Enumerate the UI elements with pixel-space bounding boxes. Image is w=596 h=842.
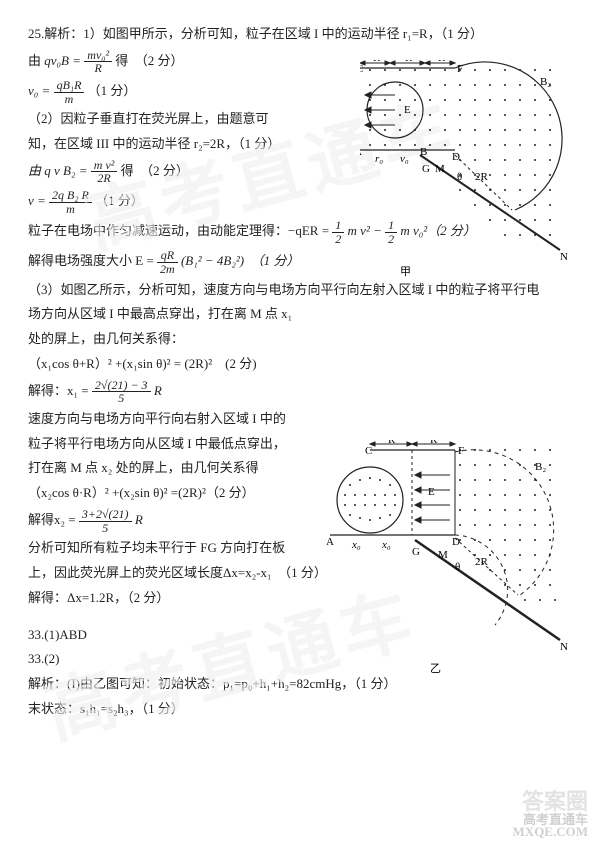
x1-pre: 解得：x₁ = [28, 383, 92, 398]
d1-fig: 甲 [400, 266, 411, 278]
eq3-pre: 由 q v B₂ = [28, 163, 88, 178]
p3f: 打在离 M 点 x₂ 处的屏上，由几何关系得 [28, 458, 328, 479]
x1-frac: 2√(21) − 3 5 [92, 379, 151, 405]
geo1: （x₁cos θ+R）² +(x₁sin θ)² = (2R)² (2 分) [28, 354, 328, 375]
d2-F: F [458, 445, 464, 457]
page: 高考直通车 高考直通车 答案圈 高考直通车 MXQE.COM 25.解析：1）如… [0, 0, 596, 842]
watermark-corner2b: MXQE.COM [513, 824, 588, 840]
x1-den: 5 [92, 392, 151, 405]
p3e: 粒子将平行电场方向从区域 I 中最低点穿出， [28, 434, 328, 455]
d1-R3: R [438, 60, 446, 64]
v0-num: qB₁R [54, 79, 85, 93]
eq1-post: 得 （2 分） [115, 53, 183, 68]
d1-v0: v₀ [400, 153, 409, 165]
v0-frac: qB₁R m [54, 79, 85, 105]
v-num: 2q B₂ R [49, 189, 92, 203]
d1-r0: r₀ [375, 153, 383, 165]
d2-N: N [560, 641, 568, 653]
x1-line: 解得：x₁ = 2√(21) − 3 5 R [28, 379, 568, 405]
eq1-pre: 由 [28, 53, 41, 68]
eq3-den: 2R [91, 172, 118, 185]
x2-frac: 3+2√(21) 5 [79, 508, 132, 534]
p2-line2: 知，在区域 III 中的运动半径 r₂=2R，（1 分） [28, 134, 348, 155]
d1-G: G [422, 163, 430, 175]
eq1-num: mv₀² [84, 49, 112, 63]
x1-num: 2√(21) − 3 [92, 379, 151, 393]
d1-2R: 2R [475, 171, 489, 183]
E-frac: qR 2m [157, 249, 178, 275]
q25-header: 25.解析：1）如图甲所示，分析可知，粒子在区域 I 中的运动半径 r₁=R，（… [28, 24, 568, 45]
p3c: 处的屏上，由几何关系得： [28, 329, 328, 350]
d2-G: G [412, 546, 420, 558]
d1-B: B [420, 146, 427, 158]
v0-den: m [54, 93, 85, 106]
d2-B2: B₂ [535, 461, 546, 473]
d1-C: C [360, 63, 363, 75]
diagram-1: [] [360, 60, 570, 284]
d2-R2: R [430, 440, 438, 446]
eq3-frac: m v² 2R [91, 159, 118, 185]
d1-theta: θ [457, 171, 462, 183]
d2-fig: 乙 [430, 662, 441, 675]
d2-A: A [326, 536, 334, 548]
d1-N: N [560, 251, 568, 263]
d2-C: C [365, 445, 372, 457]
d1-R2: R [405, 60, 413, 64]
eq1-lhs: qv₀B = [44, 53, 81, 68]
d1-B2: B₂ [540, 76, 551, 88]
kin-f1d: 2 [332, 233, 344, 246]
kin-f1n: 1 [332, 219, 344, 233]
watermark-corner2a: 高考直通车 [523, 809, 588, 828]
E-post: (B₁² − 4B₂²) （1 分） [181, 253, 299, 268]
kin-pre: 粒子在电场中作匀减速运动，由动能定理得：−qER = [28, 223, 332, 238]
d2-D: D [452, 536, 460, 548]
x2-post: R [135, 512, 143, 527]
d2-2R: 2R [475, 556, 489, 568]
d2-theta: θ [455, 561, 460, 573]
eq3-num: m v² [91, 159, 118, 173]
d2-x0b: x₀ [381, 539, 391, 551]
E-num: qR [157, 249, 178, 263]
kin-f1: 1 2 [332, 219, 344, 245]
watermark-corner1: 答案圈 [522, 784, 588, 816]
x2-pre: 解得x₂ = [28, 512, 79, 527]
v0-lhs: v₀ = [28, 83, 50, 98]
eq3-post: 得 （2 分） [121, 163, 189, 178]
diagram-2: C R R F B₂ E A x₀ x₀ D M 2R θ G N 乙 [320, 440, 570, 684]
d2-R1: R [388, 440, 396, 446]
eq1-den: R [84, 62, 112, 75]
d1-F: F [457, 63, 463, 75]
x1-post: R [154, 383, 162, 398]
v-post: （1 分） [95, 193, 144, 208]
diagram-2-svg: C R R F B₂ E A x₀ x₀ D M 2R θ G N 乙 [320, 440, 570, 680]
d2-M: M [438, 549, 448, 561]
p3d: 速度方向与电场方向平行向右射入区域 I 中的 [28, 409, 328, 430]
d1-M: M [435, 163, 445, 175]
d1-R1: R [373, 60, 381, 64]
geo2: （x₂cos θ·R）² +(x₂sin θ)² =(2R)²（2 分） [28, 483, 328, 504]
v-den: m [49, 203, 92, 216]
d2-x0a: x₀ [351, 539, 361, 551]
E-den: 2m [157, 263, 178, 276]
d2-E: E [428, 486, 435, 498]
p3g: 分析可知所有粒子均未平行于 FG 方向打在板 [28, 538, 328, 559]
eq1-frac: mv₀² R [84, 49, 112, 75]
E-pre: 解得电场强度大小 E = [28, 253, 157, 268]
p2-line1: （2）因粒子垂直打在荧光屏上，由题意可 [28, 109, 348, 130]
d1-E: E [404, 104, 411, 116]
v-frac: 2q B₂ R m [49, 189, 92, 215]
d1-A: A [360, 146, 362, 158]
v-lhs: v = [28, 193, 46, 208]
d1-D: D [452, 151, 460, 163]
p3b: 场方向从区域 I 中最高点穿出，打在离 M 点 x₁ [28, 304, 328, 325]
x2-num: 3+2√(21) [79, 508, 132, 522]
v0-post: （1 分） [88, 83, 137, 98]
diagram-1-svg: [] [360, 60, 570, 280]
q33-b: 末状态：s₁h₁=s₂h₃，（1 分） [28, 699, 568, 720]
x2-den: 5 [79, 522, 132, 535]
